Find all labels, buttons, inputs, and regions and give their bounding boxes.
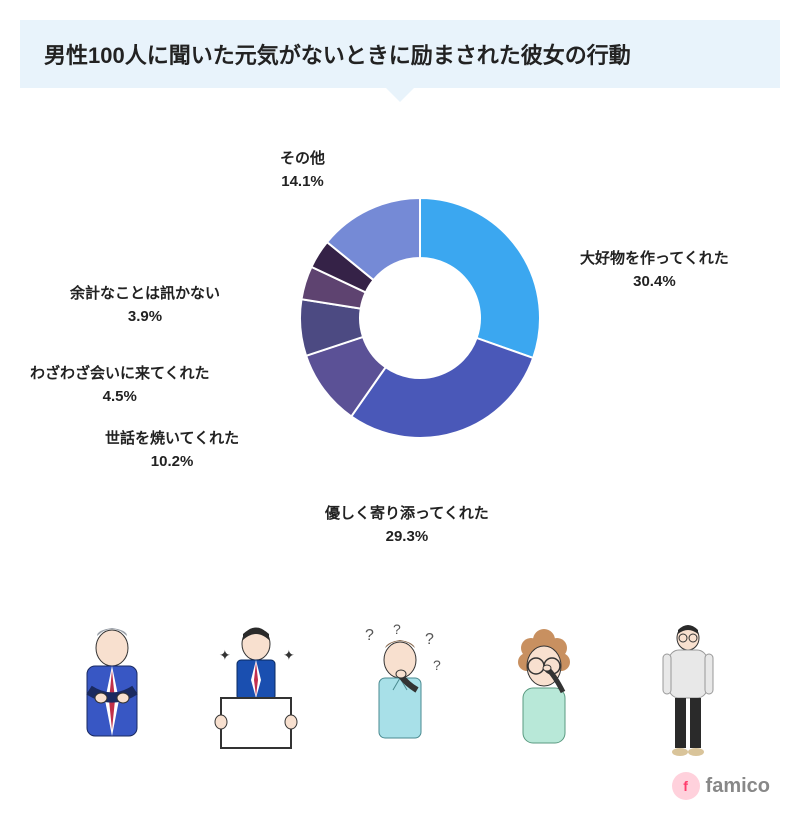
donut-chart	[300, 198, 540, 438]
slice-label: 余計なことは訊かない3.9%	[70, 283, 220, 328]
donut-slice	[351, 338, 533, 438]
brand-name: famico	[706, 775, 770, 798]
svg-text:✦: ✦	[283, 647, 295, 663]
man-sweater-glasses	[633, 620, 743, 760]
thinking-man-questions: ? ? ? ?	[345, 620, 455, 760]
illustrations-row: ✦ ✦ ? ? ? ?	[0, 620, 800, 760]
page-title: 男性100人に聞いた元気がないときに励まされた彼女の行動	[20, 20, 780, 88]
slice-label: その他14.1%	[280, 148, 325, 193]
slice-label: 優しく寄り添ってくれた29.3%	[325, 503, 489, 548]
svg-text:?: ?	[365, 627, 374, 644]
brand-logo: f famico	[672, 772, 770, 800]
svg-text:?: ?	[393, 621, 401, 637]
donut-slice	[420, 198, 540, 358]
businessman-arms-crossed	[57, 620, 167, 760]
svg-text:?: ?	[425, 631, 434, 648]
man-holding-sign: ✦ ✦	[201, 620, 311, 760]
curly-hair-glasses	[489, 620, 599, 760]
slice-label: 世話を焼いてくれた10.2%	[105, 428, 239, 473]
chart-area: 大好物を作ってくれた30.4% 優しく寄り添ってくれた29.3% 世話を焼いてくれた…	[0, 108, 800, 608]
brand-icon: f	[672, 772, 700, 800]
svg-text:✦: ✦	[219, 647, 231, 663]
slice-label: わざわざ会いに来てくれた4.5%	[30, 363, 210, 408]
slice-label: 大好物を作ってくれた30.4%	[580, 248, 729, 293]
svg-text:?: ?	[433, 657, 441, 673]
